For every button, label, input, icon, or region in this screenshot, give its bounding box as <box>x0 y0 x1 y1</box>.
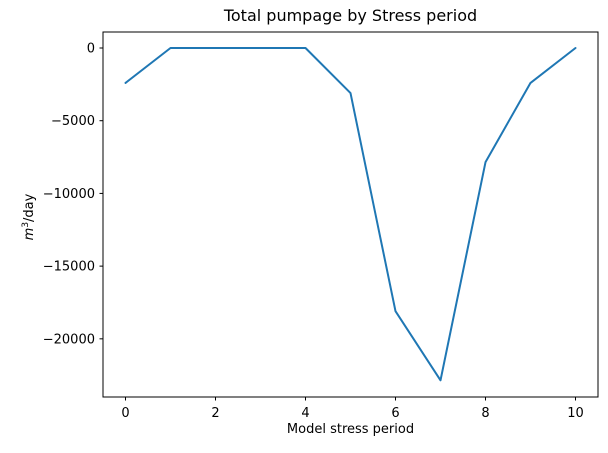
y-tick-label: −10000 <box>43 187 95 202</box>
x-tick-label: 4 <box>301 406 309 421</box>
x-tick-label: 10 <box>567 406 584 421</box>
x-tick-label: 2 <box>211 406 219 421</box>
x-tick-label: 8 <box>481 406 489 421</box>
x-axis-label: Model stress period <box>286 422 415 437</box>
x-tick-label: 0 <box>121 406 129 421</box>
chart-title: Total pumpage by Stress period <box>223 6 478 25</box>
y-tick-label: −20000 <box>43 332 95 347</box>
y-tick-label: 0 <box>87 41 95 56</box>
data-line <box>124 47 577 382</box>
x-tick-label: 6 <box>391 406 399 421</box>
y-tick-label: −15000 <box>43 260 95 275</box>
y-tick-label: −5000 <box>51 114 95 129</box>
axes-frame <box>102 31 599 398</box>
